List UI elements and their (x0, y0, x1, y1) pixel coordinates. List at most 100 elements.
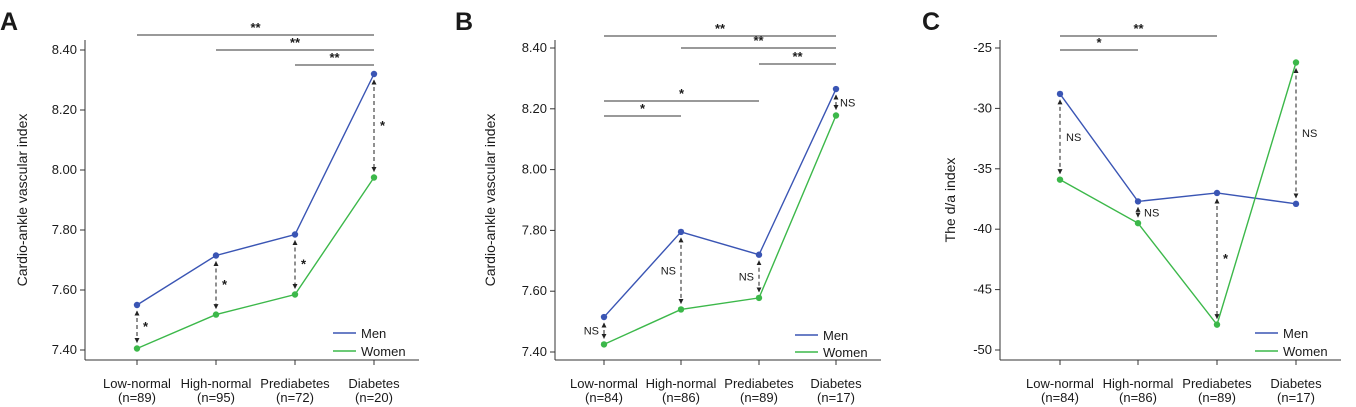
pair-comparison-label: NS (840, 97, 855, 109)
data-point-men (1213, 189, 1221, 197)
x-tick-label: Diabetes (348, 376, 400, 391)
data-point-men (1134, 198, 1142, 205)
x-tick-label: Diabetes (1270, 376, 1322, 391)
x-tick-label: Prediabetes (1182, 376, 1252, 391)
y-tick-label: 7.80 (52, 222, 77, 237)
data-point-men (1056, 90, 1064, 98)
y-tick-label: 8.00 (522, 162, 547, 177)
y-tick-label: 7.40 (522, 344, 547, 359)
y-tick-label: 8.40 (522, 40, 547, 55)
y-tick-label: 7.60 (52, 282, 77, 297)
pair-comparison-label: * (1223, 251, 1229, 266)
data-point-women (370, 174, 378, 181)
pair-comparison-label: * (222, 277, 228, 292)
y-tick-label: -50 (973, 342, 992, 357)
x-tick-n-label: (n=86) (1119, 390, 1157, 405)
significance-label: * (679, 86, 685, 101)
legend-label: Men (1283, 326, 1308, 341)
y-tick-label: 8.20 (522, 101, 547, 116)
x-tick-n-label: (n=84) (585, 390, 623, 405)
data-point-women (133, 345, 141, 352)
pair-comparison-label: NS (661, 266, 676, 278)
x-tick-n-label: (n=89) (1198, 390, 1236, 405)
y-axis-label: The d/a index (942, 158, 958, 243)
significance-label: ** (290, 35, 301, 50)
x-tick-n-label: (n=95) (197, 390, 235, 405)
x-tick-label: High-normal (1103, 376, 1174, 391)
significance-label: ** (329, 50, 340, 65)
series-line-women (1059, 62, 1297, 327)
legend-label: Women (823, 345, 868, 360)
data-point-women (1292, 59, 1300, 66)
y-tick-label: -40 (973, 221, 992, 236)
series-line-men (136, 73, 375, 306)
chart-panel-c: C -50 -45 -40 -35 -30 -25 The d/a index Low-norm… (922, 8, 1341, 405)
data-point-women (755, 294, 763, 302)
legend-label: Men (361, 326, 386, 341)
data-point-women (1056, 176, 1064, 183)
significance-label: ** (792, 49, 803, 64)
data-point-women (832, 112, 840, 119)
pair-comparison-label: NS (739, 271, 754, 283)
legend-label: Women (361, 344, 406, 359)
panel-letter: A (0, 8, 18, 36)
pair-comparison-label: NS (1144, 207, 1159, 219)
significance-label: ** (250, 20, 261, 35)
y-tick-label: 7.40 (52, 342, 77, 357)
y-tick-label: 7.60 (522, 283, 547, 298)
x-tick-label: Low-normal (103, 376, 171, 391)
pair-comparison-label: NS (1066, 132, 1081, 144)
x-tick-n-label: (n=89) (118, 390, 156, 405)
significance-label: * (640, 101, 646, 116)
x-tick-n-label: (n=84) (1041, 390, 1079, 405)
x-tick-n-label: (n=17) (817, 390, 855, 405)
x-tick-label: Prediabetes (724, 376, 794, 391)
legend-label: Women (1283, 344, 1328, 359)
x-tick-label: Low-normal (570, 376, 638, 391)
data-point-women (1213, 321, 1221, 328)
x-tick-label: Diabetes (810, 376, 862, 391)
y-tick-label: -25 (973, 40, 992, 55)
data-point-men (832, 85, 840, 93)
pair-comparison-label: * (380, 118, 386, 133)
y-axis-label: Cardio-ankle vascular index (14, 114, 30, 287)
data-point-men (677, 228, 685, 236)
series-line-women (136, 177, 375, 350)
chart-panel-a: A 7.40 7.60 7.80 8.00 8.20 8.40 Cardio-ankle va… (0, 8, 419, 405)
pair-comparison-label: * (301, 257, 307, 272)
significance-label: ** (715, 21, 726, 36)
x-tick-n-label: (n=89) (740, 390, 778, 405)
y-axis-label: Cardio-ankle vascular index (482, 114, 498, 287)
data-point-women (600, 341, 608, 348)
y-tick-label: 8.40 (52, 42, 77, 57)
x-tick-n-label: (n=20) (355, 390, 393, 405)
panel-letter: C (922, 8, 940, 36)
chart-panel-b: B 7.40 7.60 7.80 8.00 8.20 8.40 Cardio-ankle va… (455, 8, 881, 405)
series-line-women (603, 115, 837, 346)
significance-label: ** (753, 33, 764, 48)
data-point-men (370, 70, 378, 78)
y-tick-label: -45 (973, 282, 992, 297)
panel-letter: B (455, 8, 473, 36)
data-point-men (212, 252, 220, 259)
y-tick-label: 7.80 (522, 222, 547, 237)
data-point-women (1134, 219, 1142, 227)
x-tick-n-label: (n=72) (276, 390, 314, 405)
data-point-women (677, 306, 685, 313)
x-tick-label: Low-normal (1026, 376, 1094, 391)
series-line-men (603, 88, 837, 318)
legend-label: Men (823, 328, 848, 343)
y-tick-label: 8.00 (52, 162, 77, 177)
x-tick-label: High-normal (181, 376, 252, 391)
data-point-women (212, 311, 220, 318)
y-tick-label: -30 (973, 100, 992, 115)
data-point-women (291, 291, 299, 298)
significance-label: * (1096, 35, 1102, 50)
data-point-men (755, 251, 763, 258)
series-line-men (1059, 93, 1297, 205)
pair-comparison-label: * (143, 319, 149, 334)
data-point-men (1292, 200, 1300, 208)
significance-label: ** (1133, 21, 1144, 36)
y-tick-label: 8.20 (52, 102, 77, 117)
